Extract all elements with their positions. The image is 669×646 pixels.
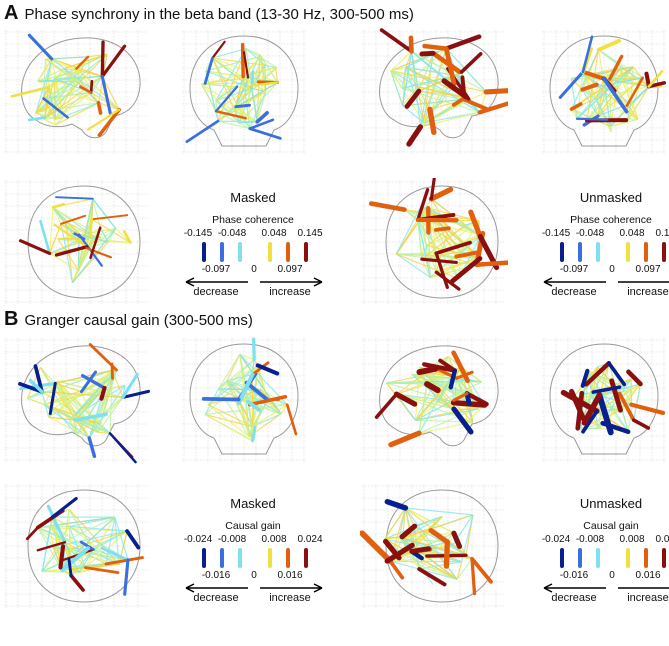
brain-b-masked-coronal xyxy=(180,336,308,464)
decrease-arrow-icon xyxy=(544,278,606,286)
legend-decrease-label: decrease xyxy=(551,592,596,604)
section-a-header: A Phase synchrony in the beta band (13-3… xyxy=(4,2,414,25)
increase-arrow-icon xyxy=(260,278,322,286)
legend-increase-label: increase xyxy=(269,592,311,604)
brain-a-unmasked-axial xyxy=(360,178,508,306)
legend-decrease-label: decrease xyxy=(193,286,238,298)
brain-b-unmasked-axial xyxy=(360,482,508,612)
increase-arrow-icon xyxy=(618,584,669,592)
strong-connections xyxy=(187,42,280,142)
increase-arrow-icon xyxy=(260,584,322,592)
decrease-arrow-icon xyxy=(186,278,248,286)
brain-a-unmasked-coronal xyxy=(540,28,668,156)
increase-arrow-icon xyxy=(618,278,669,286)
legend-arrows xyxy=(178,190,328,340)
brain-a-masked-sagittal xyxy=(2,28,150,156)
brain-b-unmasked-coronal xyxy=(540,336,668,464)
section-a-letter: A xyxy=(4,2,18,25)
section-b-letter: B xyxy=(4,308,18,331)
brain-grid xyxy=(542,338,666,462)
brain-a-unmasked-sagittal xyxy=(360,28,508,156)
legend-arrows xyxy=(536,496,669,646)
legend-decrease-label: decrease xyxy=(551,286,596,298)
brain-b-masked-sagittal xyxy=(2,336,150,464)
brain-b-unmasked-sagittal xyxy=(360,336,508,464)
legend-decrease-label: decrease xyxy=(193,592,238,604)
legend-increase-label: increase xyxy=(627,286,669,298)
legend-arrows xyxy=(536,190,669,340)
decrease-arrow-icon xyxy=(544,584,606,592)
brain-a-masked-coronal xyxy=(180,28,308,156)
brain-b-masked-axial xyxy=(2,482,150,612)
legend-increase-label: increase xyxy=(627,592,669,604)
legend-increase-label: increase xyxy=(269,286,311,298)
decrease-arrow-icon xyxy=(186,584,248,592)
brain-a-masked-axial xyxy=(2,178,150,306)
legend-arrows xyxy=(178,496,328,646)
section-a-title: Phase synchrony in the beta band (13-30 … xyxy=(24,6,413,23)
